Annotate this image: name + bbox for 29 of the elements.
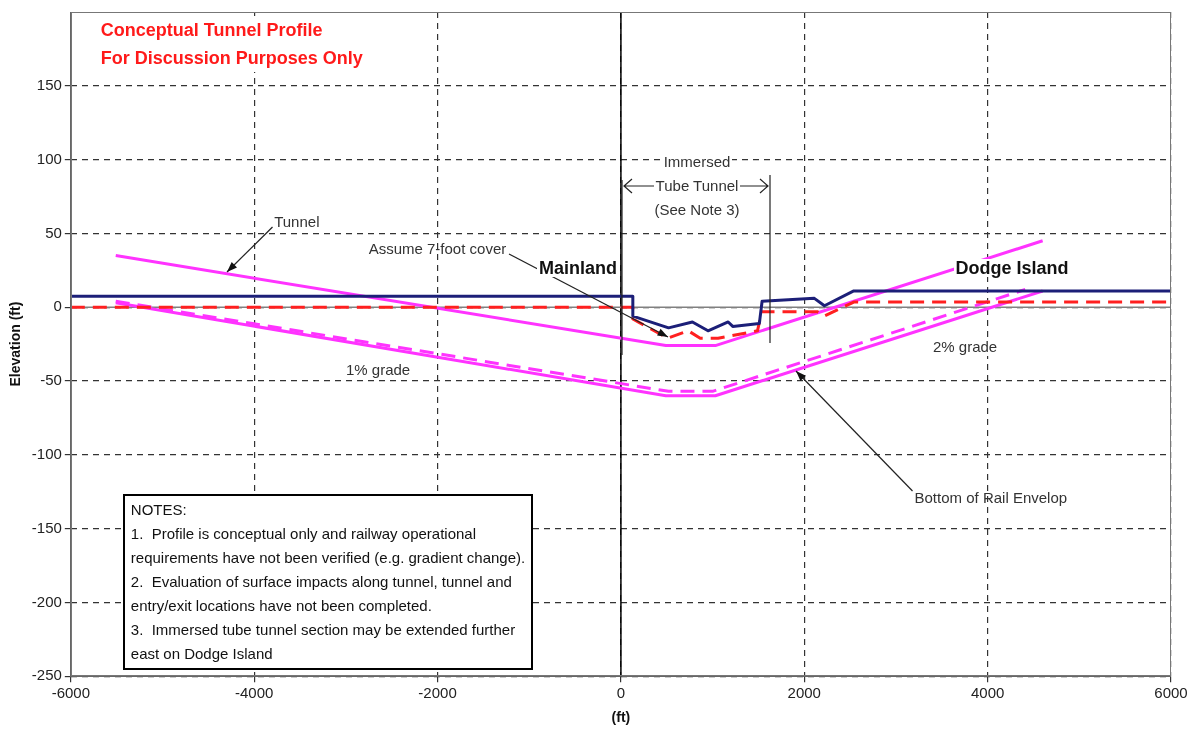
y-tick-label: 0 <box>53 297 62 315</box>
annotation: Dodge Island <box>953 258 1071 278</box>
annotation: NOTES: 1. Profile is conceptual only and railway operational requirements have not been verified (e.g. gradient change). 2. Evaluation of surface impacts along tunnel, tunnel and entry/exit locations have not been completed. 3. Immersed tube tunnel section may be extended further east on Dodge Island <box>122 494 534 671</box>
x-axis-title: (ft) <box>611 709 631 726</box>
annotation: Immersed Tube Tunnel (See Note 3) <box>653 152 741 220</box>
y-tick-label: 100 <box>36 149 62 167</box>
y-tick-label: -250 <box>31 666 62 684</box>
y-tick-label: -150 <box>31 518 62 536</box>
x-tick-label: -2000 <box>418 684 457 702</box>
x-tick-label: 6000 <box>1154 684 1188 702</box>
y-tick-label: 150 <box>36 75 62 93</box>
annotation: Assume 7-foot cover <box>368 239 507 258</box>
x-tick-label: 2000 <box>787 684 821 702</box>
y-tick-label: 50 <box>45 223 62 241</box>
text: Conceptual Tunnel Profile <box>100 19 324 42</box>
annotation: 1% grade <box>344 361 413 379</box>
y-tick-label: -100 <box>31 444 62 462</box>
x-tick-label: 4000 <box>970 684 1005 702</box>
y-tick-label: -200 <box>31 592 62 610</box>
text: For Discussion Purposes Only <box>100 47 363 70</box>
x-tick-label: -4000 <box>235 684 274 702</box>
annotation: Tunnel <box>274 212 320 231</box>
x-tick-label: -6000 <box>51 684 91 702</box>
x-tick-label: 0 <box>616 684 626 702</box>
annotation: 2% grade <box>931 338 1000 356</box>
annotation: Mainland <box>537 258 620 278</box>
y-axis-title: Elevation (ft) <box>7 301 24 387</box>
y-tick-label: -50 <box>40 371 62 389</box>
annotation: Bottom of Rail Envelop <box>914 488 1068 507</box>
